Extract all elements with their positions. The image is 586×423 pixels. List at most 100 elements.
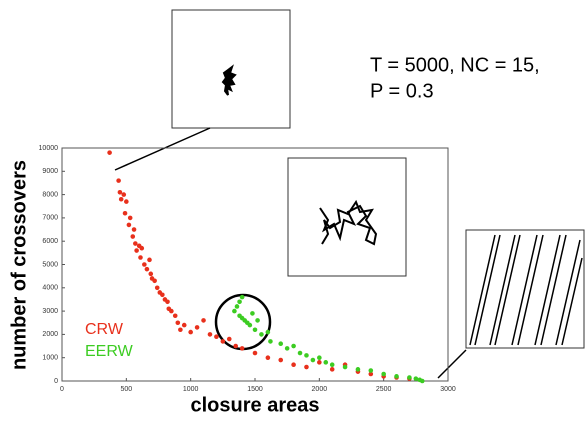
point	[165, 299, 170, 305]
y-tick-label: 10000	[39, 145, 59, 152]
point	[188, 329, 193, 335]
point	[172, 313, 178, 319]
annotation: P = 0.3	[370, 80, 434, 102]
point	[304, 353, 309, 358]
point	[169, 308, 174, 314]
x-axis-label: closure areas	[191, 394, 320, 416]
point	[297, 350, 303, 356]
y-tick-label: 1000	[42, 355, 58, 362]
point	[278, 341, 284, 347]
point	[148, 271, 154, 277]
point	[265, 355, 271, 361]
point	[142, 262, 147, 267]
legend-label: EERW	[85, 343, 134, 360]
point	[413, 376, 419, 381]
point	[368, 368, 374, 373]
point	[291, 343, 296, 349]
point	[220, 339, 226, 344]
y-tick-label: 3000	[42, 308, 58, 315]
legend-label: CRW	[85, 321, 124, 338]
point	[259, 332, 264, 337]
y-axis-label: number of crossovers	[8, 160, 30, 370]
y-tick-label: 5000	[42, 261, 58, 268]
point	[419, 378, 425, 384]
y-tick-label: 4000	[42, 285, 58, 292]
x-tick-label: 0	[60, 386, 64, 393]
point	[122, 210, 128, 216]
inset-1	[114, 9, 291, 171]
point	[329, 362, 335, 367]
y-tick-label: 8000	[42, 191, 58, 198]
point	[268, 339, 273, 344]
point	[317, 355, 322, 361]
point	[121, 192, 127, 197]
point	[323, 360, 329, 365]
point	[107, 150, 112, 155]
point	[278, 357, 284, 363]
point	[154, 285, 160, 291]
point	[381, 371, 386, 377]
point	[181, 322, 187, 328]
point	[252, 327, 258, 333]
point	[239, 294, 245, 300]
y-tick-label: 0	[54, 378, 58, 385]
point	[194, 325, 200, 330]
point	[329, 367, 335, 372]
x-tick-label: 1000	[183, 386, 199, 393]
x-tick-label: 500	[120, 386, 132, 393]
point	[291, 362, 296, 367]
point	[133, 241, 138, 246]
point	[127, 215, 133, 221]
point	[147, 257, 152, 263]
point	[134, 248, 139, 253]
point	[232, 308, 237, 314]
point	[317, 360, 322, 365]
point	[124, 199, 129, 204]
point	[226, 336, 232, 342]
point	[394, 374, 399, 379]
point	[178, 327, 183, 333]
point	[407, 375, 412, 380]
point	[152, 278, 157, 284]
point	[144, 266, 150, 272]
y-tick-label: 9000	[42, 168, 58, 175]
point	[116, 178, 121, 183]
inset-3	[437, 229, 585, 379]
y-tick-label: 7000	[42, 215, 58, 222]
point	[131, 227, 137, 232]
point	[247, 322, 253, 328]
x-tick-label: 2500	[376, 386, 392, 393]
point	[368, 371, 374, 377]
point	[118, 196, 124, 202]
point	[239, 346, 245, 351]
point	[139, 245, 145, 251]
point	[342, 364, 348, 370]
annotation: T = 5000, NC = 15,	[370, 54, 540, 76]
point	[126, 222, 132, 228]
point	[117, 189, 123, 195]
point	[255, 318, 260, 323]
point	[175, 320, 181, 326]
point	[310, 357, 316, 363]
x-tick-label: 1500	[247, 386, 263, 393]
point	[284, 346, 290, 351]
point	[233, 343, 238, 349]
point	[265, 329, 271, 335]
point	[160, 292, 165, 298]
inset-2	[287, 157, 407, 277]
x-tick-label: 2000	[312, 386, 328, 393]
point	[252, 350, 258, 356]
x-tick-label: 3000	[440, 386, 456, 393]
point	[214, 334, 219, 340]
y-tick-label: 6000	[42, 238, 58, 245]
point	[130, 234, 136, 239]
point	[237, 299, 242, 305]
point	[201, 318, 206, 323]
point	[304, 364, 309, 370]
point	[138, 255, 143, 260]
point	[207, 332, 213, 337]
point	[234, 304, 240, 309]
point	[250, 311, 255, 316]
y-tick-label: 2000	[42, 331, 58, 338]
